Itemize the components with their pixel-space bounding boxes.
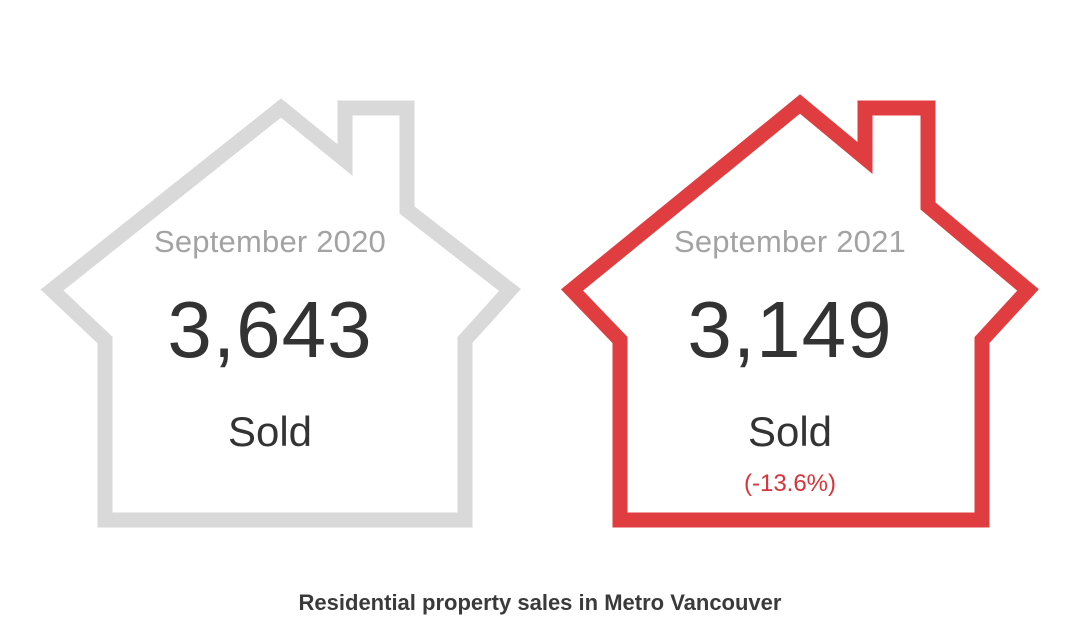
house-card-current: September 2021 3,149 Sold (-13.6%) xyxy=(520,0,1060,560)
sold-label-previous: Sold xyxy=(227,408,313,455)
house-outline-icon xyxy=(560,94,1039,528)
house-outline-previous xyxy=(40,98,521,528)
house-outline-current xyxy=(560,94,1039,528)
house-outline-icon xyxy=(40,98,521,528)
sales-count-current: 3,149 xyxy=(687,285,893,374)
period-label-previous: September 2020 xyxy=(153,224,386,259)
caption: Residential property sales in Metro Vanc… xyxy=(298,590,782,615)
period-label-current: September 2021 xyxy=(673,224,906,259)
house-card-previous: September 2020 3,643 Sold xyxy=(0,0,540,560)
sold-label-current: Sold xyxy=(747,408,833,455)
percent-change: (-13.6%) xyxy=(743,470,837,497)
sales-count-previous: 3,643 xyxy=(167,285,373,374)
